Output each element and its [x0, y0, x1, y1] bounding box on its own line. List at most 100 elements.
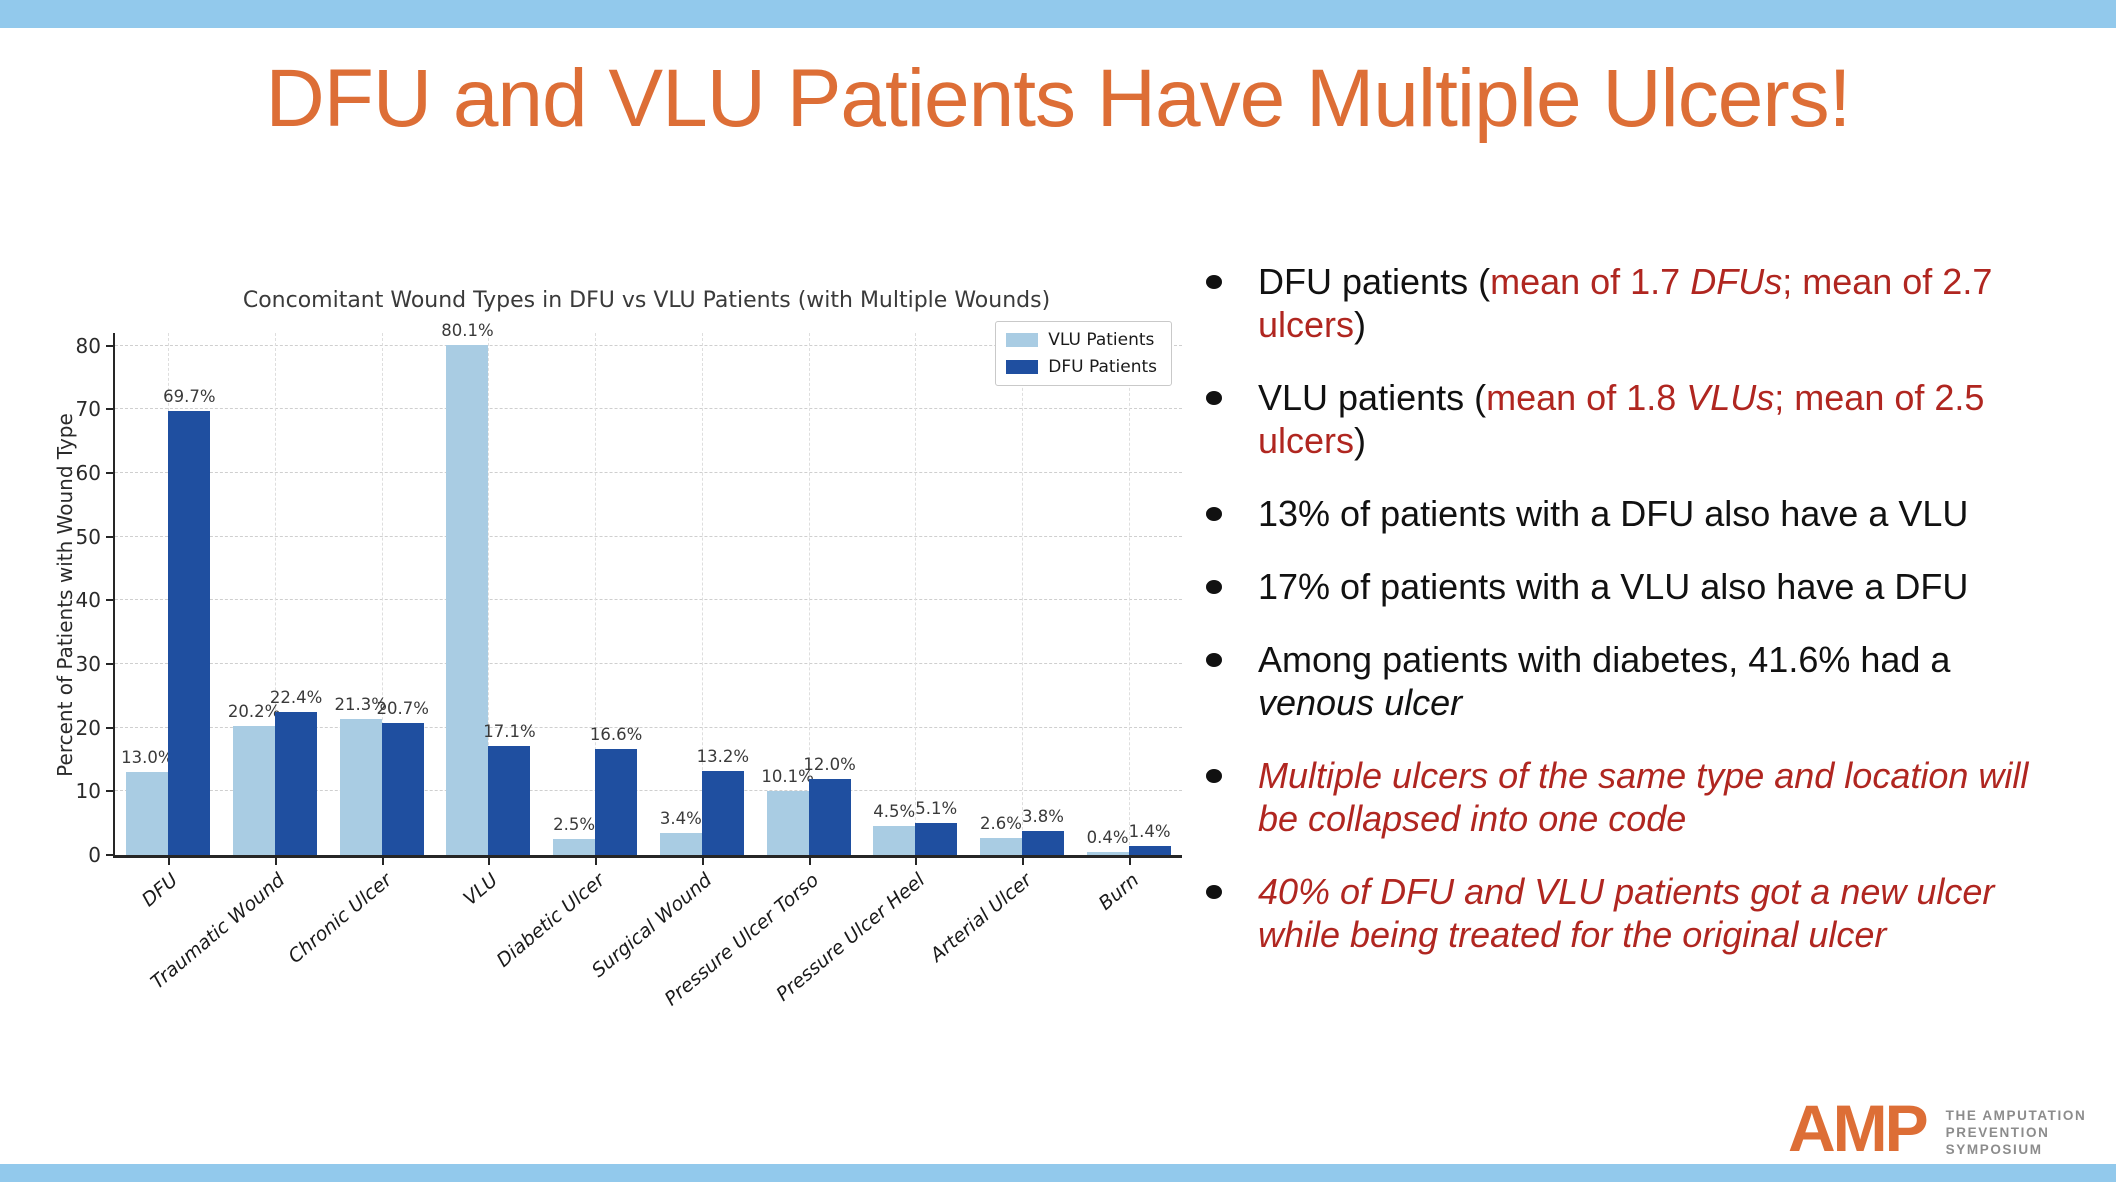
bullet-text-segment: mean of 1.7: [1490, 261, 1691, 302]
y-tick-mark: [106, 663, 113, 666]
bar-dfu-patients: [595, 749, 638, 855]
bar-value-label: 20.7%: [376, 699, 429, 719]
bullet-text-segment: ): [1354, 420, 1367, 461]
bar-dfu-patients: [808, 778, 851, 855]
bullet-text: VLU patients (mean of 1.8 VLUs; mean of …: [1258, 376, 2048, 462]
bar-vlu-patients: [339, 719, 382, 855]
y-tick-mark: [106, 726, 113, 729]
x-tick-mark: [275, 858, 278, 865]
v-gridline: [381, 333, 383, 855]
h-gridline: [115, 408, 1182, 410]
bar-value-label: 69.7%: [163, 387, 216, 407]
bullet-list: DFU patients (mean of 1.7 DFUs; mean of …: [1206, 260, 2066, 986]
bar-value-label: 1.4%: [1128, 822, 1171, 842]
h-gridline: [115, 663, 1182, 665]
chart-title: Concomitant Wound Types in DFU vs VLU Pa…: [242, 288, 1051, 313]
bar-value-label: 2.5%: [553, 815, 596, 835]
x-tick-mark: [1128, 858, 1131, 865]
bar-dfu-patients: [1021, 830, 1064, 855]
y-tick-mark: [106, 344, 113, 347]
y-tick-label: 30: [75, 652, 101, 677]
h-gridline: [115, 472, 1182, 474]
bullet-text-segment: mean of 1.8: [1486, 377, 1687, 418]
bullet-dot: [1206, 769, 1222, 783]
bar-value-label: 5.1%: [915, 798, 958, 818]
bar-value-label: 12.0%: [803, 754, 856, 774]
y-tick-label: 0: [88, 843, 101, 867]
bar-value-label: 2.6%: [979, 814, 1022, 834]
bar-dfu-patients: [381, 723, 424, 855]
x-tick-mark: [808, 858, 811, 865]
y-tick-mark: [106, 599, 113, 602]
bar-vlu-patients: [766, 790, 809, 855]
x-tick-label: Arterial Ulcer: [926, 869, 1037, 967]
bullet-text-segment: VLU patients (: [1258, 377, 1487, 418]
y-tick-label: 50: [75, 524, 101, 549]
bar-value-label: 13.2%: [696, 746, 750, 766]
bullet-dot: [1206, 275, 1222, 289]
v-gridline: [488, 333, 490, 855]
bar-value-label: 22.4%: [269, 688, 323, 708]
bar-vlu-patients: [553, 839, 596, 855]
v-gridline: [1128, 333, 1130, 855]
x-tick-label: Diabetic Ulcer: [492, 869, 610, 972]
v-gridline: [808, 333, 810, 855]
h-gridline: [115, 535, 1182, 537]
h-gridline: [115, 726, 1182, 728]
x-tick-label: Pressure Ulcer Torso: [660, 869, 823, 1011]
bullet-text-segment: 17% of patients with a VLU also have a D…: [1258, 566, 1969, 607]
bullet-text-segment: VLUs: [1686, 377, 1775, 418]
bullet-item: VLU patients (mean of 1.8 VLUs; mean of …: [1206, 376, 2066, 462]
bar-vlu-patients: [873, 826, 916, 855]
legend-label-vlu-patients: VLU Patients: [1048, 330, 1155, 350]
legend-swatch-dfu-patients: [1006, 360, 1039, 374]
x-tick-label: Chronic Ulcer: [283, 869, 396, 968]
y-tick-mark: [106, 408, 113, 411]
bar-dfu-patients: [275, 712, 318, 855]
legend-swatch-vlu-patients: [1006, 333, 1039, 347]
bullet-text-segment: DFU patients (: [1258, 261, 1491, 302]
y-tick-mark: [106, 790, 113, 793]
amp-logo: AMP THE AMPUTATION PREVENTION SYMPOSIUM: [1788, 1091, 2086, 1165]
bullet-text-segment: 13% of patients with a DFU also have a V…: [1258, 493, 1969, 534]
v-gridline: [701, 333, 703, 855]
x-tick-label: DFU: [138, 869, 183, 912]
bar-value-label: 3.8%: [1021, 806, 1064, 826]
bar-chart-figure: Concomitant Wound Types in DFU vs VLU Pa…: [50, 288, 1195, 1010]
amp-logo-text: AMP: [1788, 1091, 1929, 1165]
x-tick-mark: [915, 858, 918, 865]
y-tick-label: 80: [75, 333, 101, 358]
x-tick-label: Traumatic Wound: [146, 869, 290, 994]
y-tick-label: 70: [75, 397, 101, 422]
x-tick-mark: [595, 858, 598, 865]
bullet-text-segment: ): [1354, 304, 1367, 345]
bullet-text-segment: Among patients with diabetes, 41.6% had …: [1258, 639, 1951, 680]
x-tick-mark: [488, 858, 491, 865]
bullet-text: Multiple ulcers of the same type and loc…: [1258, 754, 2048, 840]
bullet-dot: [1206, 885, 1222, 899]
bullet-text-segment: venous ulcer: [1258, 682, 1463, 723]
x-tick-label: Burn: [1094, 869, 1143, 915]
bottom-accent-bar: [0, 1164, 2116, 1182]
x-tick-mark: [168, 858, 171, 865]
bar-vlu-patients: [979, 838, 1022, 855]
x-tick-label: VLU: [459, 869, 503, 910]
plot-area: VLU Patients DFU Patients 0 10 20 30 40 50 60 7…: [76, 321, 1182, 1010]
bar-value-label: 3.4%: [659, 809, 702, 829]
y-tick-label: 60: [75, 461, 101, 486]
v-gridline: [915, 333, 917, 855]
bar-dfu-patients: [168, 411, 211, 855]
bar-vlu-patients: [1086, 852, 1129, 855]
bar-value-label: 21.3%: [334, 695, 387, 715]
bullet-text-segment: Multiple ulcers of the same type and loc…: [1258, 755, 2029, 839]
bullet-text: Among patients with diabetes, 41.6% had …: [1258, 638, 2048, 724]
bullet-item: DFU patients (mean of 1.7 DFUs; mean of …: [1206, 260, 2066, 346]
bullet-item: 17% of patients with a VLU also have a D…: [1206, 565, 2066, 608]
bullet-text: 17% of patients with a VLU also have a D…: [1258, 565, 2048, 608]
bar-value-label: 13.0%: [121, 748, 174, 768]
bullet-item: Multiple ulcers of the same type and loc…: [1206, 754, 2066, 840]
bullet-text: 13% of patients with a DFU also have a V…: [1258, 492, 2048, 535]
bar-value-label: 4.5%: [873, 802, 916, 822]
bullet-dot: [1206, 653, 1222, 667]
